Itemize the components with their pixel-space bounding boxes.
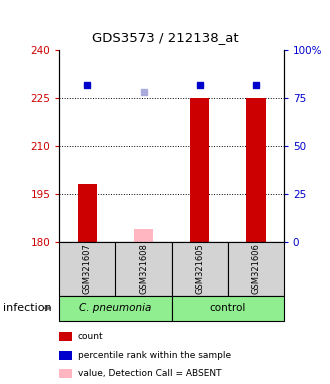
Text: percentile rank within the sample: percentile rank within the sample: [78, 351, 231, 360]
Text: GDS3573 / 212138_at: GDS3573 / 212138_at: [92, 31, 238, 44]
Text: value, Detection Call = ABSENT: value, Detection Call = ABSENT: [78, 369, 221, 378]
Bar: [190, 98, 210, 242]
Text: C. pneumonia: C. pneumonia: [79, 303, 152, 313]
Bar: [134, 229, 153, 242]
Text: GSM321607: GSM321607: [83, 243, 92, 294]
Text: control: control: [210, 303, 246, 313]
Text: infection: infection: [3, 303, 52, 313]
Text: GSM321608: GSM321608: [139, 243, 148, 294]
Bar: [246, 98, 266, 242]
Text: GSM321606: GSM321606: [251, 243, 260, 294]
Bar: [78, 184, 97, 242]
Text: GSM321605: GSM321605: [195, 243, 204, 294]
Text: count: count: [78, 332, 103, 341]
